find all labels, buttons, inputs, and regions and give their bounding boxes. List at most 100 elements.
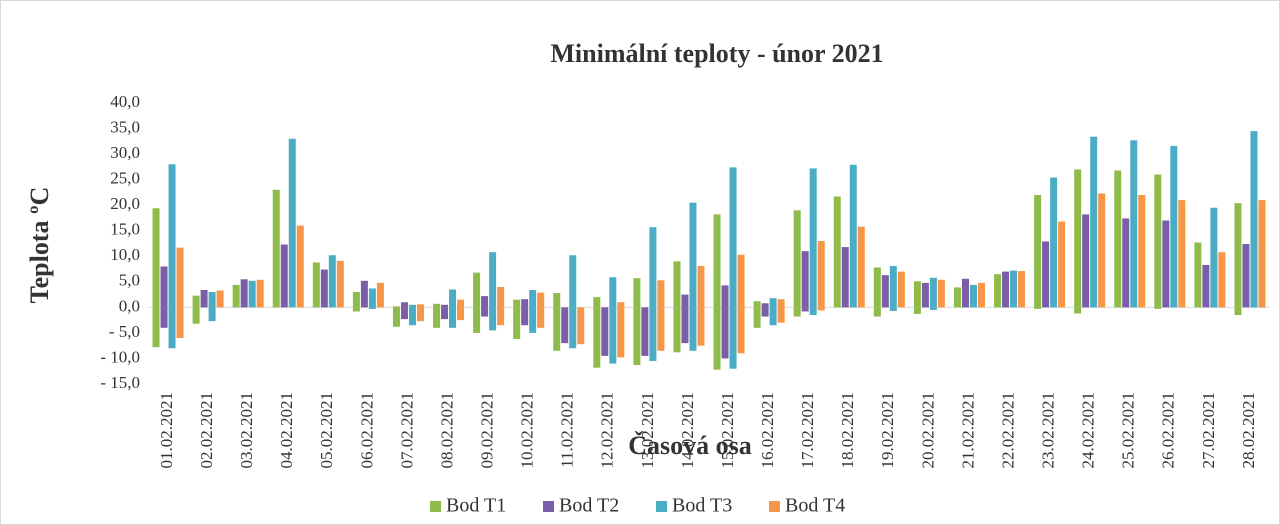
bar xyxy=(873,307,881,317)
bar xyxy=(152,208,160,308)
bar xyxy=(240,279,248,308)
bar xyxy=(673,307,681,353)
y-tick-label: 0,0 xyxy=(119,296,140,315)
bar xyxy=(1074,169,1082,308)
bar xyxy=(497,307,505,326)
y-tick-label: - 5,0 xyxy=(109,322,140,341)
bar xyxy=(473,272,481,308)
bar xyxy=(761,303,769,308)
bar xyxy=(537,292,545,308)
bar xyxy=(392,307,400,327)
bar xyxy=(649,227,657,308)
x-tick-label: 19.02.2021 xyxy=(878,392,897,469)
bar xyxy=(593,307,601,368)
bar xyxy=(232,284,240,308)
bar xyxy=(416,307,424,322)
bar xyxy=(737,307,745,354)
bar xyxy=(1002,271,1010,308)
bar xyxy=(408,307,416,326)
bar xyxy=(1034,307,1042,309)
bar xyxy=(937,279,945,308)
bar xyxy=(513,307,521,340)
legend-swatch xyxy=(656,501,667,512)
bar xyxy=(1162,220,1170,308)
x-tick-label: 01.02.2021 xyxy=(157,392,176,469)
bar xyxy=(433,307,441,328)
x-tick-label: 06.02.2021 xyxy=(357,392,376,469)
bar xyxy=(649,307,657,362)
bar xyxy=(152,307,160,348)
bar xyxy=(481,296,489,308)
legend-swatch xyxy=(543,501,554,512)
bar xyxy=(793,210,801,308)
bar xyxy=(729,167,737,308)
bar xyxy=(641,307,649,356)
x-tick-label: 05.02.2021 xyxy=(317,392,336,469)
bar xyxy=(929,307,937,310)
x-tick-label: 24.02.2021 xyxy=(1079,392,1098,469)
bar xyxy=(801,307,809,312)
bar xyxy=(1042,241,1050,308)
bar xyxy=(1210,207,1218,308)
chart-title: Minimální teploty - únor 2021 xyxy=(550,39,883,68)
bar xyxy=(256,279,264,308)
bar xyxy=(673,261,681,308)
y-tick-label: 5,0 xyxy=(119,271,140,290)
bar xyxy=(593,297,601,308)
bar xyxy=(697,307,705,346)
x-tick-label: 21.02.2021 xyxy=(958,392,977,469)
bar xyxy=(809,168,817,308)
bar xyxy=(929,277,937,308)
bar xyxy=(1202,264,1210,308)
bar xyxy=(176,307,184,339)
y-axis-title: Teplota ºC xyxy=(25,187,54,304)
bar xyxy=(473,307,481,333)
bar xyxy=(617,302,625,308)
legend-label: Bod T1 xyxy=(446,495,506,517)
bar xyxy=(721,307,729,359)
bar xyxy=(1122,218,1130,308)
bar xyxy=(368,288,376,308)
bar xyxy=(1050,177,1058,308)
bar xyxy=(569,255,577,308)
bar xyxy=(1082,214,1090,308)
x-tick-label: 12.02.2021 xyxy=(598,392,617,469)
bar xyxy=(817,240,825,308)
bar xyxy=(681,307,689,344)
legend-swatch xyxy=(430,501,441,512)
bar xyxy=(416,304,424,308)
x-tick-label: 17.02.2021 xyxy=(798,392,817,469)
bar xyxy=(969,284,977,308)
bar xyxy=(441,307,449,320)
bar xyxy=(481,307,489,317)
legend-label: Bod T3 xyxy=(672,495,732,517)
bar xyxy=(889,265,897,308)
bar xyxy=(633,307,641,366)
bar xyxy=(529,307,537,333)
bar xyxy=(609,307,617,364)
bar xyxy=(208,307,216,322)
bar xyxy=(1114,170,1122,308)
x-tick-label: 14.02.2021 xyxy=(678,392,697,469)
legend-label: Bod T4 xyxy=(785,495,845,517)
x-tick-label: 18.02.2021 xyxy=(838,392,857,469)
legend-swatch xyxy=(769,501,780,512)
bar xyxy=(777,307,785,323)
bar xyxy=(761,307,769,317)
bar xyxy=(657,307,665,351)
bar xyxy=(889,307,897,311)
bar xyxy=(489,252,497,308)
bar xyxy=(553,293,561,308)
bar xyxy=(609,277,617,308)
bar xyxy=(617,307,625,358)
bar xyxy=(689,202,697,308)
bar xyxy=(849,164,857,308)
bar xyxy=(601,307,609,356)
legend-label: Bod T2 xyxy=(559,495,619,517)
bar xyxy=(577,307,585,345)
bar xyxy=(497,286,505,308)
bar xyxy=(1090,136,1098,308)
bar xyxy=(433,303,441,308)
x-tick-label: 08.02.2021 xyxy=(437,392,456,469)
